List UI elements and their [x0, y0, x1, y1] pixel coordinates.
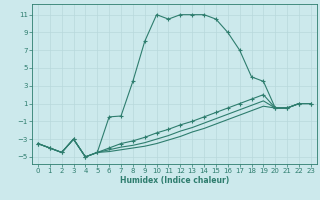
X-axis label: Humidex (Indice chaleur): Humidex (Indice chaleur): [120, 176, 229, 185]
